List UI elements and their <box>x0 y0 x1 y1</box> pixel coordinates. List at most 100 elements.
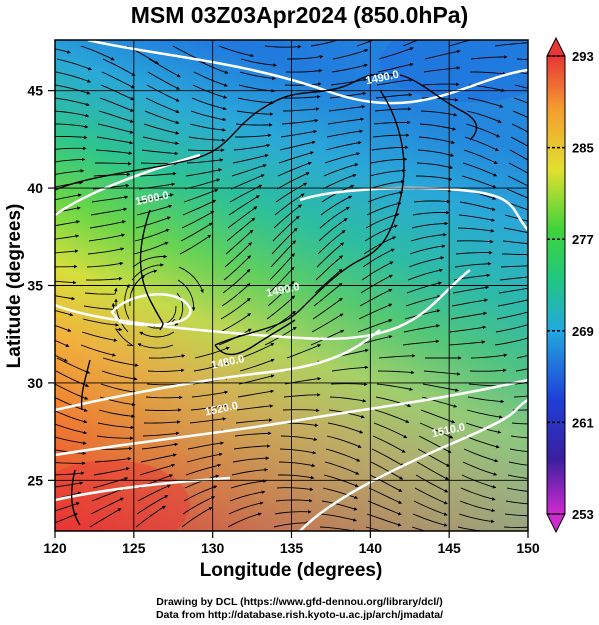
streamline <box>55 423 88 435</box>
streamline <box>97 123 134 134</box>
streamline <box>278 461 316 468</box>
streamline <box>448 40 473 47</box>
streamline <box>136 204 173 216</box>
streamline <box>133 241 169 255</box>
streamline <box>239 71 276 81</box>
streamline <box>330 78 368 86</box>
streamline <box>240 342 275 359</box>
streamline <box>91 195 129 203</box>
streamline <box>375 93 413 99</box>
x-tick-label: 135 <box>280 540 304 556</box>
streamline <box>134 228 170 242</box>
streamline <box>285 68 323 73</box>
streamline <box>188 136 226 142</box>
streamline <box>410 232 447 242</box>
streamline <box>85 276 123 281</box>
streamline <box>55 110 90 118</box>
streamline <box>411 526 428 531</box>
y-tick-label: 40 <box>27 180 43 196</box>
streamline <box>377 62 414 73</box>
streamline <box>419 422 454 439</box>
streamline <box>321 500 358 511</box>
streamline <box>276 172 310 190</box>
contour-line <box>55 329 381 412</box>
streamline <box>96 435 134 440</box>
streamline <box>98 409 135 418</box>
streamline <box>148 354 186 359</box>
streamline <box>326 129 364 138</box>
streamline <box>507 474 528 479</box>
streamline <box>56 58 92 71</box>
streamline <box>90 497 124 515</box>
streamline <box>412 513 448 527</box>
streamline <box>235 133 272 138</box>
streamline <box>233 444 271 450</box>
streamline <box>325 141 362 151</box>
streamline <box>271 227 298 255</box>
streamline <box>147 368 185 373</box>
streamline <box>419 123 457 131</box>
streamline <box>418 136 455 145</box>
coastline <box>214 89 405 346</box>
streamline <box>280 129 318 138</box>
streamline <box>365 213 400 229</box>
streamline <box>144 408 182 412</box>
streamline <box>318 218 348 242</box>
streamline <box>513 97 528 104</box>
streamline <box>466 409 503 419</box>
streamline <box>326 435 362 448</box>
streamline <box>422 383 459 392</box>
streamline <box>278 151 314 164</box>
streamline <box>181 210 215 229</box>
streamline <box>322 173 357 190</box>
streamline <box>378 354 416 359</box>
streamline <box>228 195 260 216</box>
streamline <box>55 354 68 362</box>
streamline <box>511 422 528 425</box>
streamline <box>91 487 127 502</box>
streamline <box>505 201 528 211</box>
streamline <box>331 63 368 73</box>
streamline <box>264 44 302 49</box>
streamline <box>505 500 528 505</box>
streamline <box>367 500 402 516</box>
streamline <box>191 390 229 398</box>
y-tick-label: 45 <box>27 83 43 99</box>
streamline <box>466 110 502 123</box>
streamline <box>328 105 366 112</box>
streamline <box>55 169 85 175</box>
streamline <box>266 295 296 320</box>
colorbar-tick-label: 293 <box>572 49 594 64</box>
streamline <box>405 295 442 307</box>
streamline <box>272 215 300 242</box>
x-tick-label: 140 <box>359 540 383 556</box>
streamline <box>417 149 455 157</box>
streamline <box>361 261 394 281</box>
streamline <box>513 395 528 398</box>
streamline <box>504 513 528 517</box>
streamline <box>55 295 76 301</box>
streamline <box>276 487 314 492</box>
streamline <box>403 324 440 333</box>
streamline <box>232 153 269 164</box>
streamline <box>356 40 375 47</box>
streamline <box>310 40 347 47</box>
streamline <box>448 340 486 346</box>
streamline <box>282 107 320 112</box>
streamline <box>80 344 116 357</box>
credit-data: Data from http://database.rish.kyoto-u.a… <box>155 609 444 621</box>
streamline <box>329 396 367 403</box>
streamline <box>360 274 393 294</box>
streamline <box>495 322 528 333</box>
streamline <box>423 370 461 376</box>
streamline <box>140 453 177 463</box>
gridlines <box>55 40 528 531</box>
streamline <box>227 206 258 229</box>
streamline <box>508 162 528 174</box>
streamline <box>514 84 528 89</box>
streamline <box>237 97 275 105</box>
streamline <box>55 264 78 269</box>
streamline <box>498 287 528 294</box>
streamline <box>330 382 368 387</box>
streamline <box>327 422 364 434</box>
